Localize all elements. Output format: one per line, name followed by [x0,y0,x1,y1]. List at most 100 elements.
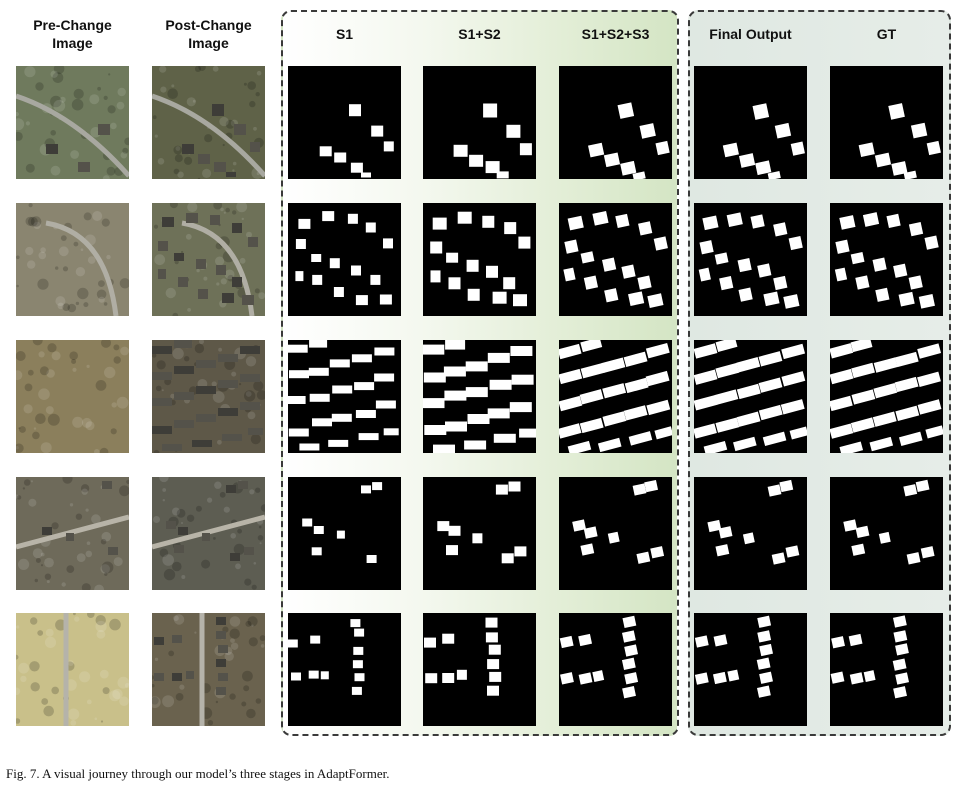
terrain-texture [44,636,57,648]
building-pixel [485,617,498,628]
terrain-texture [101,561,114,574]
change-mask [559,203,672,316]
terrain-texture [16,443,24,453]
terrain-texture [196,268,200,273]
terrain-texture [16,494,19,499]
building-pixel [597,437,622,453]
mask-s1-s2 [423,66,536,179]
terrain-texture [59,96,66,103]
house-roof [174,545,184,553]
building-pixel [874,152,892,168]
building-pixel [858,142,875,157]
terrain-texture [159,477,169,483]
mask-s1 [288,613,401,726]
building-pixel [442,633,455,644]
building-pixel [374,347,395,356]
mask-s1 [288,477,401,590]
terrain-texture [254,288,260,294]
terrain-texture [16,351,26,361]
terrain-texture [37,630,44,636]
terrain-texture [50,95,62,108]
building-pixel [781,343,806,360]
terrain-texture [16,625,20,629]
building-pixel [714,252,729,265]
terrain-texture [16,370,23,381]
building-pixel [694,635,709,648]
building-pixel [487,659,500,670]
terrain-texture [71,359,77,364]
terrain-texture [162,488,167,492]
building-pixel [560,672,574,685]
building-pixel [639,123,656,139]
change-mask [288,477,401,590]
building-pixel [647,293,664,308]
terrain-texture [51,522,59,530]
mask-background [423,613,536,726]
building-pixel [311,547,322,556]
terrain-texture [219,116,229,127]
terrain-texture [212,391,225,403]
house-roof [152,398,172,406]
terrain-texture [62,266,69,272]
building-pixel [350,619,361,628]
mask-s1-s2-s3 [559,613,672,726]
terrain-texture [100,538,107,545]
terrain-texture [116,101,125,110]
terrain-texture [16,284,19,288]
terrain-texture [247,81,256,90]
terrain-texture [47,413,60,426]
building-pixel [445,340,466,350]
building-pixel [453,144,468,157]
terrain-texture [259,635,265,642]
building-pixel [578,672,593,685]
terrain-texture [51,351,61,361]
terrain-texture [67,660,74,666]
house-roof [98,124,110,135]
building-pixel [504,222,517,235]
building-pixel [862,212,880,227]
terrain-texture [187,308,191,312]
terrain-texture [102,175,110,179]
building-pixel [892,658,907,671]
terrain-texture [72,367,77,372]
terrain-texture [163,568,176,581]
terrain-texture [253,126,257,131]
post-change-image [152,340,265,453]
terrain-texture [38,351,45,358]
mask-s1-s2-s3 [559,66,672,179]
building-pixel [350,162,363,173]
building-pixel [855,275,870,290]
change-mask [694,477,807,590]
building-pixel [444,390,467,401]
terrain-texture [27,369,34,376]
building-pixel [563,267,576,282]
terrain-texture [28,498,37,507]
terrain-texture [230,533,236,539]
terrain-texture [75,267,86,277]
terrain-texture [51,686,59,695]
terrain-texture [155,385,162,392]
terrain-texture [67,303,77,313]
house-roof [198,154,210,164]
terrain-texture [107,105,116,114]
building-pixel [354,673,365,682]
terrain-texture [175,146,181,151]
mask-gt [830,477,943,590]
house-roof [218,645,228,653]
building-pixel [622,686,636,699]
building-pixel [352,660,363,669]
mask-s1-s2-s3 [559,340,672,453]
terrain-texture [241,217,244,221]
mask-s1-s2-s3 [559,477,672,590]
building-pixel [917,371,941,387]
house-roof [102,481,112,489]
terrain-texture [186,514,195,522]
house-roof [218,408,238,416]
terrain-texture [46,369,55,378]
terrain-texture [97,86,101,91]
terrain-texture [50,130,56,136]
terrain-texture [77,287,89,300]
road [16,514,129,550]
house-roof [196,259,206,269]
aerial-photo [16,340,129,453]
